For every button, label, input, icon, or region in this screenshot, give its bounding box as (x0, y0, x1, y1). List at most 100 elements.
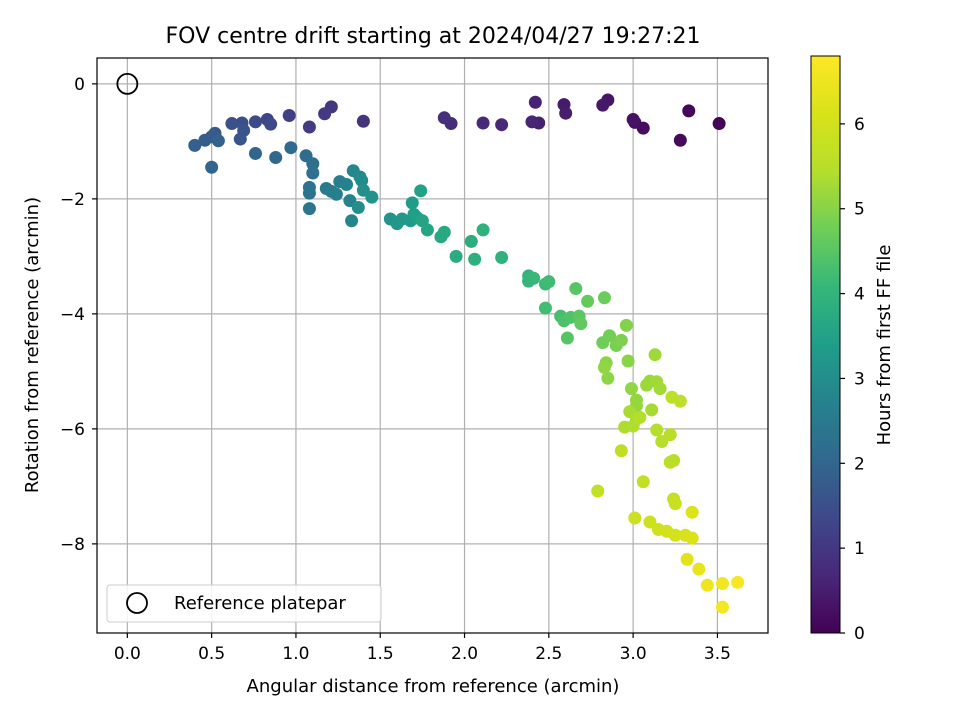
data-point (495, 251, 509, 265)
data-point (597, 291, 611, 305)
colorbar-tick-label: 2 (854, 454, 865, 474)
data-point (603, 329, 617, 343)
data-point (581, 294, 595, 308)
data-point (437, 225, 451, 239)
data-point (559, 106, 573, 120)
data-point (211, 134, 225, 148)
data-point (663, 455, 677, 469)
data-point (365, 190, 379, 204)
x-tick-label: 3.0 (620, 644, 647, 664)
data-point (569, 282, 583, 296)
data-point (225, 117, 239, 131)
data-point (692, 562, 706, 576)
data-point (264, 117, 278, 131)
x-tick-label: 1.0 (282, 644, 309, 664)
data-point (525, 115, 539, 129)
data-point (538, 301, 552, 315)
reference-point (116, 72, 139, 95)
data-point (668, 497, 682, 511)
data-point (318, 107, 332, 121)
data-points (188, 93, 745, 614)
data-point (673, 133, 687, 147)
data-point (614, 444, 628, 458)
data-point (685, 531, 699, 545)
data-point (601, 371, 615, 385)
data-point (302, 202, 316, 216)
data-point (437, 111, 451, 125)
data-point (269, 150, 283, 164)
x-tick-label: 2.5 (535, 644, 562, 664)
data-point (680, 552, 694, 566)
colorbar-tick-label: 0 (854, 624, 865, 644)
data-point (715, 577, 729, 591)
data-point (302, 120, 316, 134)
plot-frame (96, 57, 769, 634)
data-point (633, 410, 647, 424)
y-tick-label: −6 (60, 420, 85, 440)
data-point (345, 214, 359, 228)
y-tick-label: −4 (60, 305, 85, 325)
data-point (351, 201, 365, 214)
x-axis-label: Angular distance from reference (arcmin) (247, 676, 620, 697)
data-point (449, 249, 463, 263)
data-point (420, 223, 434, 237)
data-point (628, 511, 642, 525)
data-point (476, 223, 490, 237)
x-tick-label: 3.5 (704, 644, 731, 664)
y-tick-label: −2 (60, 190, 85, 210)
data-point (476, 116, 490, 130)
data-point (597, 360, 611, 374)
data-point (495, 118, 509, 132)
data-point (624, 382, 638, 396)
data-point (643, 515, 657, 529)
x-axis-ticks: 0.0 0.5 1.0 1.5 2.0 2.5 3.0 3.5 (114, 633, 731, 664)
x-tick-label: 0.5 (198, 644, 225, 664)
data-point (248, 146, 262, 160)
legend-label: Reference platepar (174, 593, 346, 614)
y-tick-label: 0 (74, 75, 85, 95)
y-axis-label: Rotation from reference (arcmin) (22, 197, 43, 493)
data-point (302, 186, 316, 200)
data-point (205, 160, 219, 174)
data-point (645, 403, 659, 417)
data-point (626, 113, 640, 127)
data-point (340, 178, 354, 191)
data-point (188, 138, 202, 152)
data-point (685, 505, 699, 519)
data-point (306, 157, 320, 171)
data-point (329, 187, 343, 201)
x-tick-label: 0.0 (114, 644, 141, 664)
data-point (542, 275, 556, 289)
data-point (306, 166, 320, 180)
colorbar-tick-label: 5 (854, 200, 865, 220)
data-point (282, 109, 296, 122)
data-point (356, 114, 370, 128)
data-point (731, 575, 745, 589)
data-point (405, 196, 419, 210)
x-tick-label: 1.5 (367, 644, 394, 664)
data-point (527, 271, 541, 285)
data-point (468, 252, 482, 266)
legend: Reference platepar (106, 584, 382, 623)
data-point (198, 133, 212, 147)
colorbar-tick-label: 4 (854, 285, 865, 305)
data-point (596, 98, 610, 112)
data-point (284, 141, 298, 155)
chart-title: FOV centre drift starting at 2024/04/27 … (166, 24, 701, 49)
x-tick-label: 2.0 (451, 644, 478, 664)
data-point (614, 333, 628, 347)
data-point (682, 104, 696, 118)
colorbar (810, 55, 841, 634)
data-point (355, 173, 369, 187)
data-point (591, 484, 605, 498)
data-point (248, 115, 262, 129)
data-point (663, 428, 677, 442)
colorbar-tick-label: 3 (854, 369, 865, 389)
data-point (233, 132, 247, 146)
data-point (673, 394, 687, 408)
y-axis-ticks: 0 −2 −4 −6 −8 (60, 75, 97, 555)
data-point (653, 382, 667, 396)
data-point (712, 117, 726, 131)
data-point (668, 528, 682, 542)
